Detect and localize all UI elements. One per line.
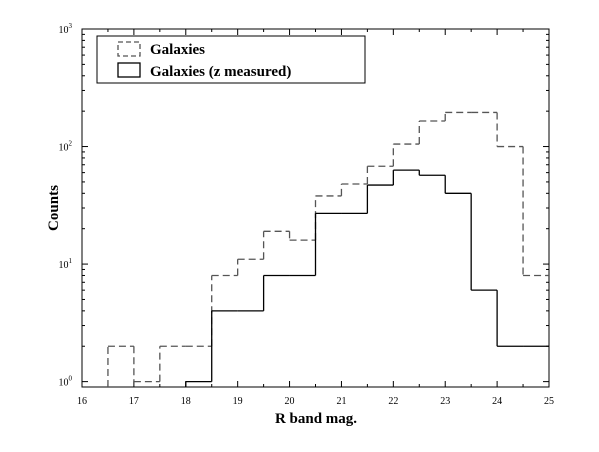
- x-tick-label: 18: [181, 396, 191, 407]
- x-tick-label: 22: [388, 396, 398, 407]
- y-tick-label: 103: [59, 22, 73, 36]
- x-axis: 16 17 18 19 20 21 22 23 24 25: [77, 29, 554, 407]
- series-0: [107, 111, 549, 387]
- x-tick-label: 24: [492, 396, 502, 407]
- y-tick-exponent: 0: [69, 375, 73, 383]
- legend-box: [96, 35, 366, 84]
- x-tick-label: 20: [285, 396, 295, 407]
- legend: Galaxies Galaxies (z measured): [96, 35, 366, 84]
- y-tick-exponent: 3: [69, 22, 73, 30]
- y-tick-label: 102: [59, 140, 73, 154]
- y-tick-exponent: 2: [69, 140, 73, 148]
- x-tick-label: 16: [77, 396, 87, 407]
- y-tick-base: 10: [59, 143, 69, 154]
- x-tick-label: 19: [233, 396, 243, 407]
- x-tick-label: 25: [544, 396, 554, 407]
- y-tick-base: 10: [59, 260, 69, 271]
- x-tick-label: 23: [440, 396, 450, 407]
- legend-swatch-galaxies: [117, 41, 141, 57]
- y-tick-base: 10: [59, 25, 69, 36]
- series-layer: [107, 111, 549, 387]
- legend-swatch-galaxies-z-measured: [117, 62, 141, 78]
- x-axis-title: R band mag.: [275, 411, 357, 427]
- y-tick-exponent: 1: [69, 257, 73, 265]
- legend-label-galaxies: Galaxies: [150, 42, 205, 58]
- legend-label-galaxies-z-measured: Galaxies (z measured): [150, 64, 291, 80]
- y-tick-label: 100: [59, 375, 73, 389]
- y-tick-base: 10: [59, 378, 69, 389]
- y-tick-label: 101: [59, 257, 73, 271]
- x-tick-label: 21: [336, 396, 346, 407]
- y-axis-title: Counts: [46, 185, 62, 231]
- x-tick-label: 17: [129, 396, 139, 407]
- series-1: [185, 169, 549, 387]
